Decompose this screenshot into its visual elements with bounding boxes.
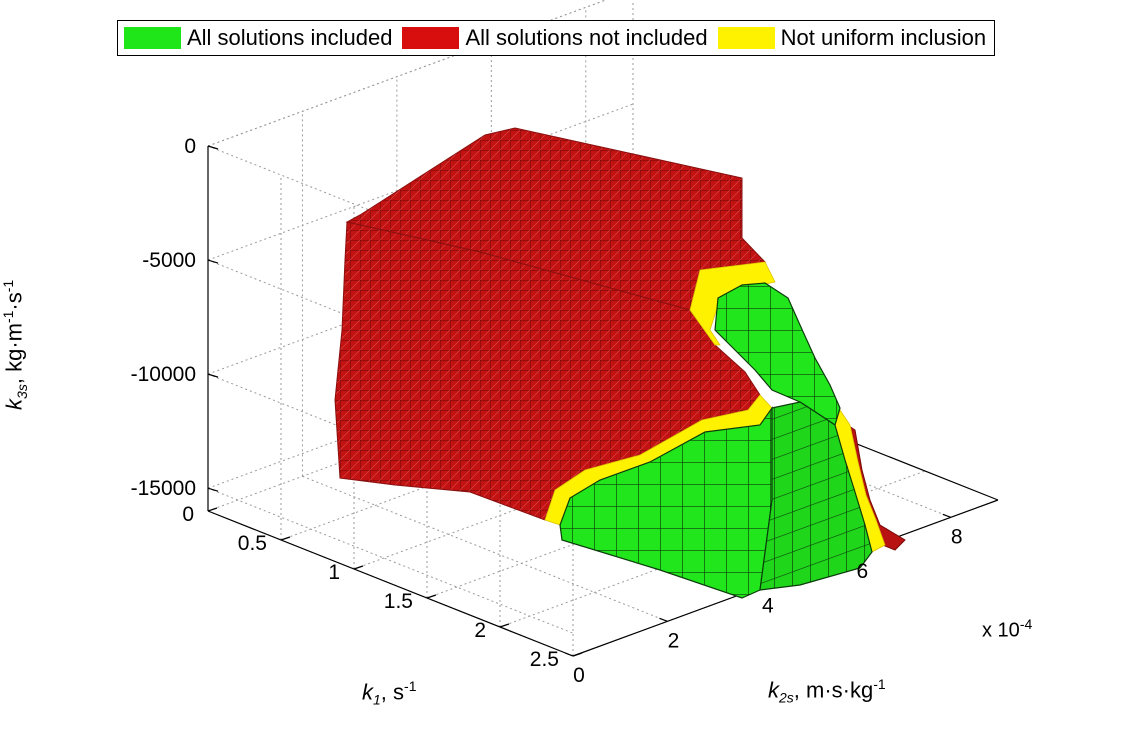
legend-item-not-uniform: Not uniform inclusion <box>717 25 987 51</box>
tick-label-k2s: 2 <box>668 629 680 652</box>
legend-item-not-included: All solutions not included <box>402 25 708 51</box>
legend-swatch-yellow <box>717 27 775 49</box>
k3s-label-unit: , kg·m <box>1 323 27 385</box>
legend-swatch-green <box>124 27 181 49</box>
tick-label-k3s: -15000 <box>131 477 196 500</box>
green-region-lower-side <box>759 401 873 591</box>
tick-label-k2s: 6 <box>856 560 868 583</box>
k1-label-unit: , s <box>380 679 405 705</box>
tick-label-k1: 0.5 <box>238 532 267 555</box>
tick-k2s <box>942 513 951 518</box>
k3s-label-sup2: -1 <box>0 279 17 293</box>
k3s-label-unit2: ·s <box>1 292 27 311</box>
tick-label-k1: 1.5 <box>384 590 413 613</box>
tick-k1 <box>499 623 510 628</box>
tick-k2s <box>564 652 574 657</box>
axis-top-back <box>207 0 608 147</box>
legend: All solutions included All solutions not… <box>117 20 996 56</box>
tick-label-k3s: -5000 <box>142 249 196 272</box>
legend-item-included: All solutions included <box>124 25 392 51</box>
tick-label-k3s: -10000 <box>131 363 196 386</box>
tick-labels: 0 -5000 -10000 -15000 0 0.5 1 1.5 2 2.5 0 2 4 6 8 <box>131 135 963 687</box>
tick-k1 <box>280 536 291 541</box>
tick-k2s <box>659 617 668 622</box>
k1-label-sup: -1 <box>404 678 417 694</box>
legend-swatch-red <box>402 27 460 49</box>
gridline-left-k3s <box>207 487 574 634</box>
k1-label-sub: 1 <box>373 691 381 708</box>
legend-label-not-uniform: Not uniform inclusion <box>780 25 987 50</box>
tick-k1 <box>353 565 364 570</box>
legend-label-included: All solutions included <box>187 25 393 50</box>
k2s-label-sub: 2s <box>779 689 794 706</box>
k3s-label-symbol: k <box>1 398 27 410</box>
tick-label-k3s: 0 <box>184 135 196 158</box>
tick-label-k1: 2 <box>474 619 486 642</box>
green-region-upper <box>714 282 841 426</box>
tick-k1 <box>207 507 218 512</box>
k3s-label-sup1: -1 <box>0 310 17 324</box>
tick-label-k2s: 8 <box>951 525 963 548</box>
tick-label-k1: 1 <box>328 561 340 584</box>
tick-k3s <box>207 487 219 492</box>
voxel-regions <box>334 127 906 599</box>
tick-label-k1: 0 <box>182 503 194 526</box>
k3s-axis-label: k3s, kg·m-1·s-1 <box>0 280 30 410</box>
tick-label-k1: 2.5 <box>530 648 559 671</box>
k2s-axis-label: k2s, m·s·kg-1 <box>768 676 886 706</box>
k1-axis-label: k1, s-1 <box>362 678 416 708</box>
tick-k3s <box>207 373 219 378</box>
k2s-label-sup: -1 <box>873 676 886 692</box>
k1-label-symbol: k <box>362 679 373 705</box>
tick-k1 <box>426 594 437 599</box>
k2s-label-symbol: k <box>768 677 779 703</box>
gridline-floor-k2s <box>302 475 668 622</box>
axis-k1 <box>207 510 574 657</box>
k2s-multiplier: x 10-4 <box>982 616 1032 643</box>
tick-k1 <box>572 652 583 657</box>
legend-label-not-included: All solutions not included <box>465 25 708 50</box>
k2s-multiplier-exp: -4 <box>1019 616 1033 632</box>
tick-label-k2s: 0 <box>573 664 585 687</box>
k2s-multiplier-base: x 10 <box>982 619 1020 642</box>
k3s-label-sub: 3s <box>13 384 30 399</box>
tick-k3s <box>207 145 219 150</box>
tick-k3s <box>207 259 219 264</box>
k2s-label-unit: , m·s·kg <box>793 677 874 703</box>
tick-label-k2s: 4 <box>762 595 774 618</box>
